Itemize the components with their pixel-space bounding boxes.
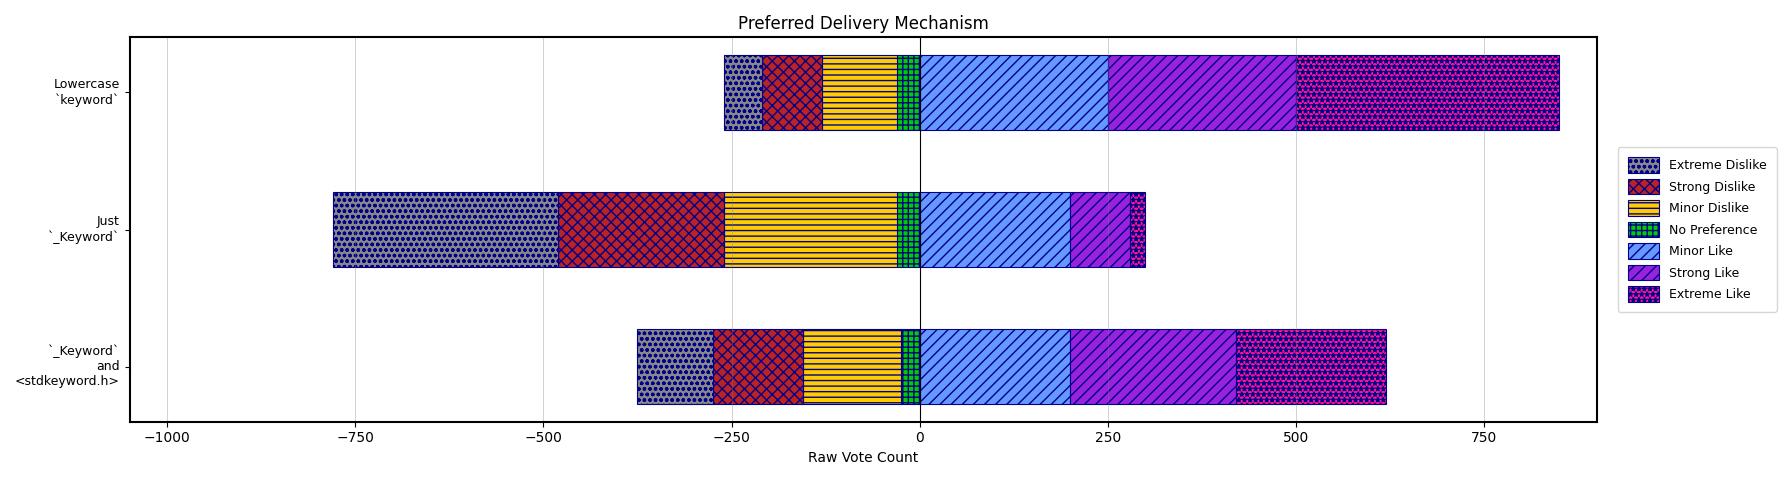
- Bar: [333, 192, 559, 267]
- Bar: [1071, 192, 1130, 267]
- Bar: [638, 329, 713, 404]
- Title: Preferred Delivery Mechanism: Preferred Delivery Mechanism: [738, 15, 989, 33]
- Bar: [1109, 55, 1297, 130]
- Bar: [897, 55, 919, 130]
- Bar: [713, 329, 802, 404]
- Bar: [1130, 192, 1146, 267]
- Bar: [724, 55, 761, 130]
- Bar: [802, 329, 901, 404]
- Bar: [897, 192, 919, 267]
- Bar: [919, 55, 1109, 130]
- X-axis label: Raw Vote Count: Raw Vote Count: [808, 451, 919, 465]
- Legend: Extreme Dislike, Strong Dislike, Minor Dislike, No Preference, Minor Like, Stron: Extreme Dislike, Strong Dislike, Minor D…: [1617, 147, 1777, 312]
- Bar: [724, 192, 897, 267]
- Bar: [559, 192, 724, 267]
- Bar: [1236, 329, 1386, 404]
- Bar: [822, 55, 897, 130]
- Bar: [919, 192, 1071, 267]
- Bar: [901, 329, 919, 404]
- Bar: [1297, 55, 1560, 130]
- Bar: [1071, 329, 1236, 404]
- Bar: [761, 55, 822, 130]
- Bar: [919, 329, 1071, 404]
